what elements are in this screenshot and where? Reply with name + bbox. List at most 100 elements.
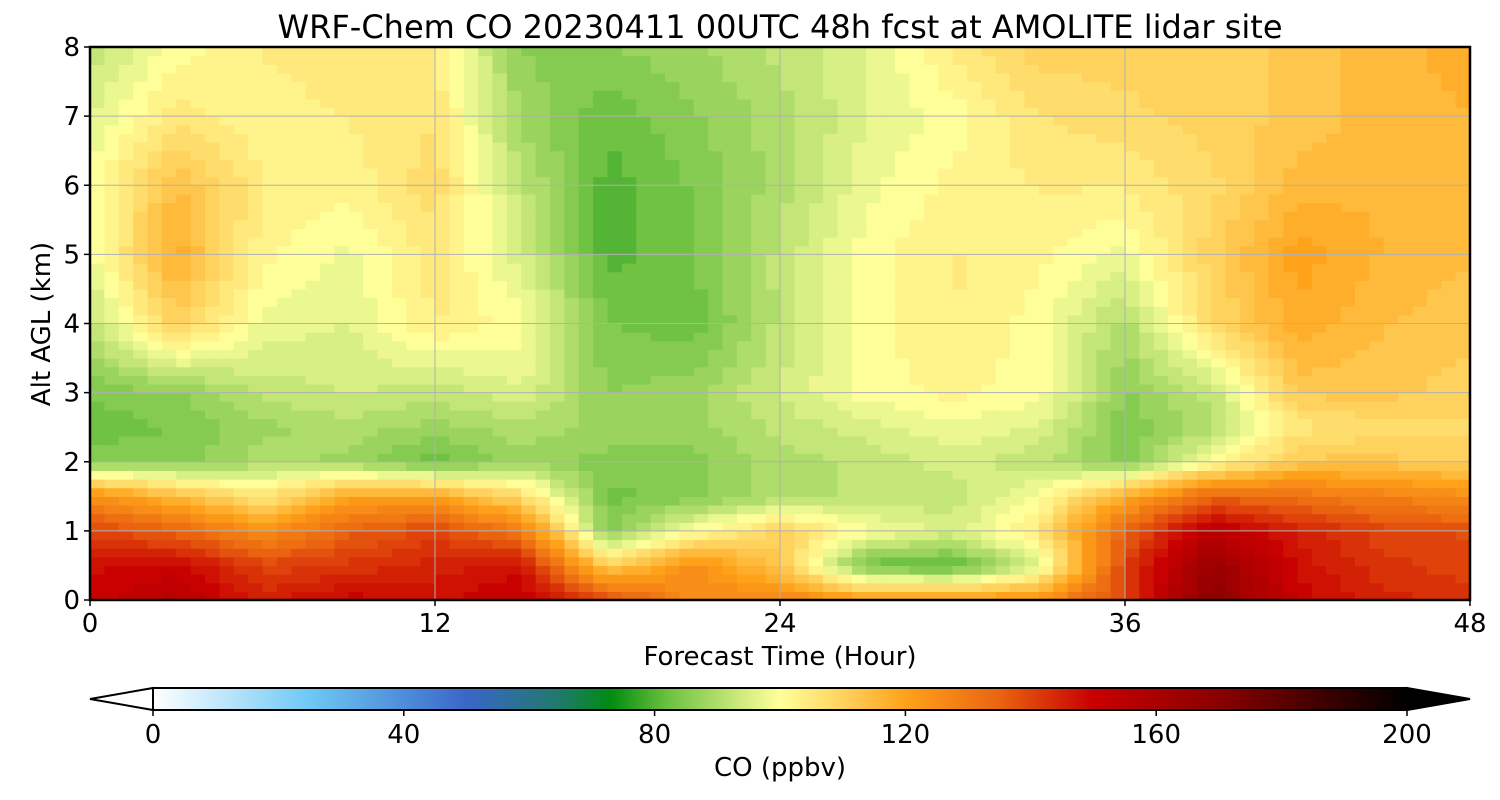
field-cell xyxy=(205,565,220,575)
field-cell xyxy=(607,574,623,584)
field-cell xyxy=(377,219,393,230)
field-cell xyxy=(650,574,666,584)
field-cell xyxy=(1038,323,1054,333)
field-cell xyxy=(1311,522,1327,532)
field-cell xyxy=(176,461,192,471)
field-cell xyxy=(521,556,537,567)
field-cell xyxy=(966,167,982,178)
field-cell xyxy=(291,479,307,489)
field-cell xyxy=(794,392,810,402)
field-cell xyxy=(607,548,623,558)
field-cell xyxy=(938,479,954,489)
field-cell xyxy=(607,513,623,523)
field-cell xyxy=(521,427,537,437)
field-cell xyxy=(1311,254,1327,264)
field-cell xyxy=(1139,280,1155,290)
field-cell xyxy=(1383,358,1399,368)
field-cell xyxy=(161,435,177,446)
field-cell xyxy=(981,366,997,376)
field-cell xyxy=(722,479,738,489)
field-cell xyxy=(1268,565,1284,575)
field-cell xyxy=(463,185,479,195)
field-cell xyxy=(348,565,364,575)
field-cell xyxy=(1297,530,1313,541)
field-cell xyxy=(938,271,954,281)
field-cell xyxy=(621,288,637,299)
field-cell xyxy=(1168,150,1184,160)
field-cell xyxy=(1340,565,1356,575)
field-cell xyxy=(535,383,551,394)
field-cell xyxy=(147,159,163,169)
field-cell xyxy=(851,409,867,420)
field-cell xyxy=(348,522,364,532)
field-cell xyxy=(1110,150,1126,160)
field-cell xyxy=(1096,245,1112,255)
field-cell xyxy=(305,418,321,428)
field-cell xyxy=(262,470,278,480)
field-cell xyxy=(521,263,537,273)
field-cell xyxy=(492,409,508,420)
field-cell xyxy=(291,150,307,160)
field-cell xyxy=(1053,314,1069,325)
field-cell xyxy=(1010,574,1025,584)
field-cell xyxy=(1067,479,1083,489)
field-cell xyxy=(1153,427,1169,437)
field-cell xyxy=(1383,159,1399,169)
field-cell xyxy=(104,513,120,523)
field-cell xyxy=(1326,392,1342,402)
field-cell xyxy=(219,193,235,204)
field-cell xyxy=(1268,470,1284,480)
field-cell xyxy=(420,306,436,316)
field-cell xyxy=(219,288,235,299)
field-cell xyxy=(233,349,249,359)
field-cell xyxy=(780,418,795,428)
field-cell xyxy=(1369,245,1385,255)
field-cell xyxy=(1053,427,1069,437)
field-cell xyxy=(636,522,652,532)
field-cell xyxy=(435,211,450,221)
field-cell xyxy=(1283,349,1299,359)
field-cell xyxy=(636,159,652,169)
field-cell xyxy=(578,159,594,169)
field-cell xyxy=(636,513,652,523)
field-cell xyxy=(1096,574,1112,584)
field-cell xyxy=(564,358,580,368)
field-cell xyxy=(363,219,379,230)
field-cell xyxy=(665,297,680,307)
field-cell xyxy=(1024,383,1040,394)
field-cell xyxy=(1355,263,1370,273)
field-cell xyxy=(952,185,968,195)
field-cell xyxy=(276,461,292,471)
field-cell xyxy=(593,202,609,212)
field-cell xyxy=(736,504,752,515)
field-cell xyxy=(205,401,220,411)
field-cell xyxy=(808,167,824,178)
field-cell xyxy=(981,332,997,342)
field-cell xyxy=(521,530,537,541)
field-cell xyxy=(679,366,695,376)
field-cell xyxy=(104,461,120,471)
field-cell xyxy=(1081,375,1097,385)
field-cell xyxy=(1053,167,1069,178)
field-cell xyxy=(952,219,968,230)
field-cell xyxy=(1398,340,1414,351)
field-cell xyxy=(90,323,105,333)
field-cell xyxy=(248,530,264,541)
field-cell xyxy=(550,271,565,281)
field-cell xyxy=(1211,159,1227,169)
field-cell xyxy=(205,409,220,420)
field-cell xyxy=(535,479,551,489)
field-cell xyxy=(981,461,997,471)
field-cell xyxy=(506,263,522,273)
field-cell xyxy=(1038,548,1054,558)
field-cell xyxy=(1426,522,1442,532)
field-cell xyxy=(506,409,522,420)
field-cell xyxy=(1067,306,1083,316)
field-cell xyxy=(636,582,652,592)
field-cell xyxy=(521,591,537,600)
field-cell xyxy=(391,435,407,446)
field-cell xyxy=(118,539,134,549)
field-cell xyxy=(435,332,450,342)
field-cell xyxy=(492,176,508,186)
field-cell xyxy=(1139,530,1155,541)
